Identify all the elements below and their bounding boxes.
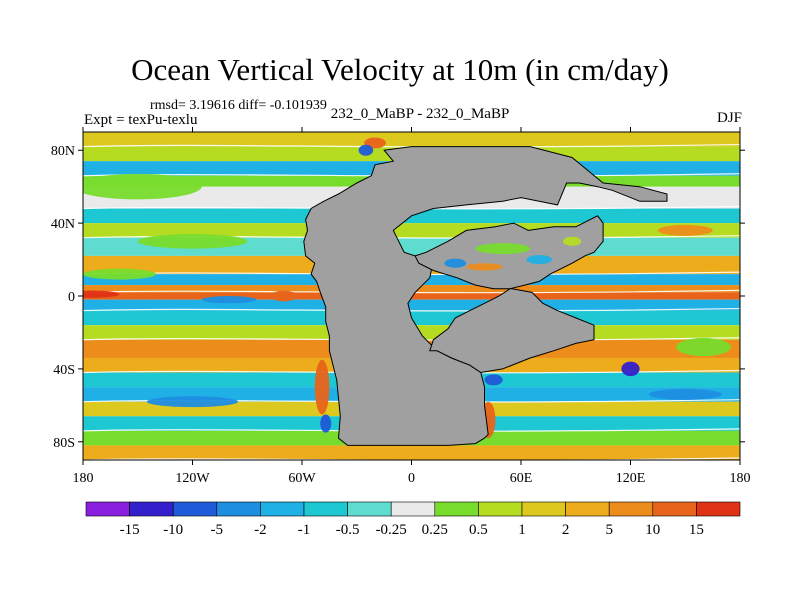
map-plot-area	[83, 132, 740, 460]
x-tick-label: 0	[408, 471, 415, 486]
chart-title: Ocean Vertical Velocity at 10m (in cm/da…	[131, 52, 669, 87]
colorbar-label: 5	[605, 522, 613, 538]
colorbar-segment	[260, 501, 305, 517]
inland-sea-patch	[466, 263, 503, 271]
western-continent	[303, 146, 668, 446]
ocean-patch	[358, 144, 374, 156]
colorbar-label: -0.5	[336, 522, 360, 538]
inland-sea-patch	[562, 236, 582, 246]
ocean-patch	[83, 173, 202, 200]
axes: 180 120W 60W 0 60E 120E 180 80N 40N 0 40S 80S	[51, 127, 751, 486]
inland-sea-patch	[526, 254, 553, 265]
ocean-patch	[137, 234, 248, 249]
ocean-patch	[201, 296, 257, 304]
colorbar-label: 10	[645, 522, 660, 538]
y-tick-label: 0	[68, 290, 75, 305]
ocean-band	[83, 445, 740, 460]
ocean-patch	[621, 361, 640, 377]
ocean-band	[83, 299, 740, 311]
season-label: DJF	[716, 110, 742, 126]
stats-text: rmsd= 3.19616 diff= -0.101939	[150, 98, 327, 113]
x-tick-label: 180	[730, 471, 751, 486]
y-tick-label: 80S	[53, 436, 75, 451]
colorbar-segment	[696, 501, 741, 517]
y-tick-label: 80N	[51, 144, 75, 159]
colorbar-segment	[565, 501, 610, 517]
colorbar-label: -10	[163, 522, 183, 538]
ocean-patch	[270, 290, 297, 302]
ocean-patch	[676, 337, 731, 357]
ocean-patch	[648, 388, 722, 400]
colorbar-segment	[390, 501, 436, 517]
ocean-band	[83, 132, 740, 147]
colorbar-segment	[521, 501, 566, 517]
case-label: 232_0_MaBP - 232_0_MaBP	[330, 106, 510, 122]
colorbar-label: -1	[298, 522, 311, 538]
colorbar: -15 -10 -5 -2 -1 -0.5 -0.25 0.25 0.5 1 2 5 10 15	[85, 501, 741, 538]
y-tick-label: 40S	[53, 363, 75, 378]
colorbar-label: 2	[562, 522, 570, 538]
ocean-patch	[146, 396, 239, 408]
colorbar-segment	[347, 501, 392, 517]
colorbar-segment	[216, 501, 261, 517]
ocean-patch	[657, 224, 713, 236]
x-tick-label: 120E	[616, 471, 646, 486]
colorbar-segment	[608, 501, 654, 517]
inland-sea-patch	[444, 258, 467, 268]
experiment-label: Expt = texPu-texlu	[84, 112, 198, 128]
eastern-continent	[414, 215, 604, 374]
x-tick-label: 60E	[510, 471, 533, 486]
ocean-patch	[83, 290, 120, 298]
inland-sea-patch	[475, 243, 531, 255]
contour-line	[83, 143, 740, 148]
colorbar-label: 15	[689, 522, 704, 538]
colorbar-label: -15	[120, 522, 140, 538]
contour-line	[83, 369, 740, 374]
colorbar-label: -5	[211, 522, 224, 538]
colorbar-segment	[129, 501, 174, 517]
colorbar-segment	[303, 501, 348, 517]
ocean-patch	[320, 414, 332, 433]
x-tick-label: 120W	[175, 471, 210, 486]
colorbar-label: 0.25	[422, 522, 448, 538]
colorbar-segment	[478, 501, 523, 517]
ocean-patch	[484, 374, 503, 386]
colorbar-segment	[434, 501, 479, 517]
colorbar-label: 1	[518, 522, 526, 538]
colorbar-segment	[85, 501, 130, 517]
contour-line	[83, 428, 740, 432]
colorbar-segment	[172, 501, 218, 517]
x-tick-label: 60W	[288, 471, 316, 486]
contour-line	[83, 399, 740, 403]
colorbar-segment	[652, 501, 697, 517]
ocean-patch	[83, 268, 156, 280]
ocean-patch	[314, 359, 330, 415]
colorbar-label: -0.25	[376, 522, 407, 538]
y-tick-label: 40N	[51, 217, 75, 232]
x-tick-label: 180	[73, 471, 94, 486]
colorbar-label: -2	[254, 522, 267, 538]
colorbar-label: 0.5	[469, 522, 488, 538]
